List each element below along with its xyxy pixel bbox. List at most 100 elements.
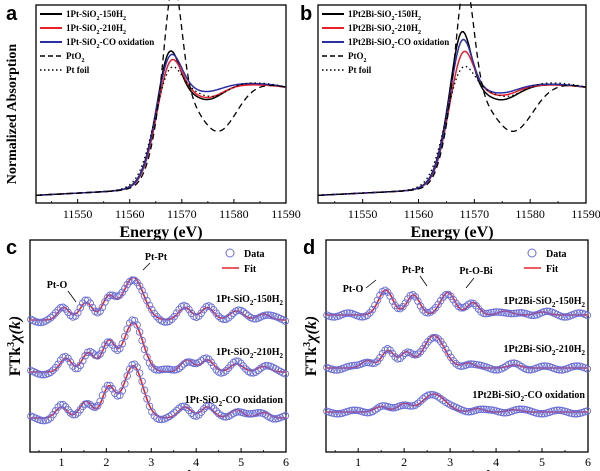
data-point — [343, 309, 351, 317]
series-line-1pt2bi-sio2-co-oxidation — [317, 38, 587, 197]
data-point — [96, 350, 104, 358]
data-point — [130, 276, 139, 285]
data-point — [371, 406, 379, 414]
data-point — [118, 387, 127, 395]
data-point — [239, 308, 248, 316]
legend-entry: 1Pt-SiO2-CO oxidation — [66, 37, 154, 50]
data-point — [251, 409, 260, 417]
data-point — [54, 360, 62, 368]
data-point — [401, 401, 410, 409]
data-point — [340, 309, 349, 318]
legend-data-label: Data — [244, 249, 265, 260]
data-point — [399, 352, 407, 360]
data-point — [484, 405, 493, 414]
data-point — [444, 349, 453, 358]
annotation-arrow — [142, 262, 151, 271]
x-axis-title: Distance (Å) — [116, 469, 201, 471]
data-point — [148, 408, 156, 416]
data-point — [570, 410, 579, 418]
data-point — [399, 401, 407, 409]
data-point — [388, 404, 397, 412]
data-point — [495, 308, 503, 316]
data-point — [219, 368, 228, 377]
data-point — [434, 393, 442, 401]
data-point — [167, 411, 176, 419]
data-point — [492, 366, 501, 374]
plot-frame — [317, 4, 587, 204]
data-point — [148, 306, 156, 314]
data-point — [414, 350, 422, 358]
data-point — [368, 359, 377, 368]
data-point — [363, 311, 372, 319]
data-point — [490, 308, 498, 316]
data-point — [96, 307, 104, 315]
data-point — [469, 360, 478, 368]
x-tick-label: 11580 — [515, 207, 545, 221]
data-point — [535, 409, 544, 418]
data-point — [555, 366, 564, 374]
data-point — [575, 309, 584, 317]
data-point — [232, 357, 240, 365]
data-point — [249, 409, 257, 418]
data-point — [368, 305, 377, 314]
annotation-label: Pt-Pt — [145, 252, 168, 263]
data-point — [64, 354, 72, 363]
legend-entry: 1Pt2Bi-SiO2-150H2 — [348, 9, 421, 22]
annotation-label: Pt-O — [47, 280, 68, 291]
data-point — [406, 402, 415, 410]
data-point — [330, 409, 339, 418]
data-point — [510, 309, 518, 318]
data-point — [111, 389, 119, 397]
data-point — [361, 358, 369, 367]
data-point — [116, 391, 124, 399]
data-point — [138, 377, 146, 386]
data-point — [261, 362, 270, 370]
data-point — [553, 406, 561, 415]
data-point — [401, 299, 410, 307]
data-point — [497, 408, 506, 417]
legend-entry: Pt foil — [348, 65, 372, 75]
data-point — [244, 410, 253, 418]
data-point — [345, 407, 354, 415]
data-point — [532, 409, 541, 417]
data-point — [138, 336, 146, 345]
data-point — [86, 401, 94, 409]
data-point — [254, 409, 262, 417]
data-point — [135, 369, 144, 377]
data-point — [502, 408, 511, 417]
legend-entry: PtO2 — [66, 51, 85, 64]
data-point — [121, 380, 129, 388]
data-point — [540, 307, 549, 316]
data-point — [515, 309, 523, 317]
data-point — [251, 368, 260, 376]
data-point — [207, 358, 215, 366]
data-point — [242, 310, 250, 318]
data-point — [553, 365, 561, 374]
data-point — [383, 288, 392, 296]
data-point — [381, 286, 389, 295]
data-point — [106, 291, 114, 300]
data-point — [135, 282, 144, 290]
data-point — [56, 400, 65, 409]
data-point — [436, 394, 445, 403]
data-point — [158, 365, 166, 374]
data-point — [133, 321, 141, 329]
sample-label: 1Pt-SiO2-150H2 — [216, 294, 284, 307]
data-point — [182, 358, 191, 367]
data-point — [49, 410, 57, 419]
data-point — [46, 313, 55, 322]
data-point — [222, 367, 230, 375]
data-point — [396, 354, 404, 363]
panel-b-chart: 11550 11560 11570 11580 11590 Energy (eV) 1Pt2… — [317, 0, 600, 241]
data-point — [550, 406, 559, 415]
data-point — [281, 412, 290, 420]
data-point — [98, 346, 107, 354]
panel-letter-b: b — [300, 3, 312, 25]
data-point — [133, 363, 141, 371]
data-point — [74, 308, 82, 317]
x-tick-label: 11570 — [460, 207, 490, 221]
data-point — [155, 366, 164, 374]
data-point — [242, 365, 250, 373]
data-point — [482, 405, 490, 414]
data-point — [145, 359, 154, 367]
